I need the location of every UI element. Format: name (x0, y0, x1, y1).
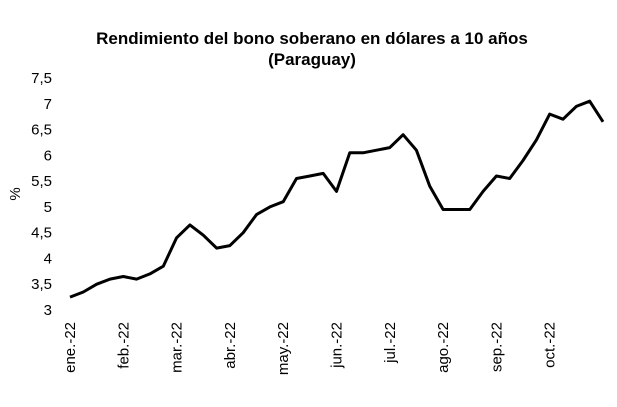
y-tick-label: 7,5 (31, 70, 52, 87)
x-tick-label: sep.-22 (488, 322, 505, 372)
y-tick-label: 3 (44, 302, 52, 319)
y-tick-label: 4,5 (31, 225, 52, 242)
y-axis-label: % (7, 187, 24, 200)
y-tick-label: 5,5 (31, 173, 52, 190)
chart-subtitle: (Paraguay) (268, 50, 356, 69)
chart-title: Rendimiento del bono soberano en dólares… (96, 29, 528, 48)
x-tick-label: ago.-22 (435, 322, 452, 373)
y-tick-label: 6 (44, 147, 52, 164)
line (69, 99, 605, 299)
x-tick-label: oct.-22 (542, 322, 559, 368)
y-tick-label: 4 (44, 250, 52, 267)
y-tick-label: 3,5 (31, 276, 52, 293)
x-tick-label: jul.-22 (382, 322, 399, 364)
x-tick-label: abr.-22 (222, 322, 239, 369)
x-tick-label: jun.-22 (329, 322, 346, 369)
x-tick-label: feb.-22 (115, 322, 132, 369)
y-tick-label: 7 (44, 96, 52, 113)
x-tick-label: ene.-22 (62, 322, 79, 373)
x-tick-label: may.-22 (275, 322, 292, 375)
y-tick-label: 6,5 (31, 122, 52, 139)
x-tick-label: mar.-22 (169, 322, 186, 373)
y-tick-label: 5 (44, 199, 52, 216)
